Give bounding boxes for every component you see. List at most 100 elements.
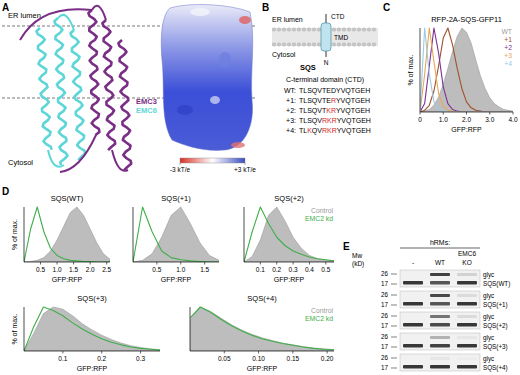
lipid-head	[277, 43, 281, 47]
title: SQS(+1)	[161, 194, 191, 203]
band	[403, 365, 423, 369]
y-axis	[24, 207, 25, 262]
mw-marker: 17	[381, 322, 389, 329]
x-tick-label: 0.20	[321, 355, 334, 362]
x-tick	[420, 112, 421, 115]
x-tick-label: 3.0	[485, 116, 494, 123]
mw-tick	[391, 316, 397, 317]
lipid-head	[302, 43, 306, 47]
x-tick-label: 2.5	[102, 266, 111, 273]
y-axis	[133, 207, 134, 262]
sequence: TLSQVTEDYVQTGEH	[299, 87, 370, 95]
lane-label: WT	[435, 259, 445, 266]
x-tick	[62, 351, 63, 354]
mw-marker: 26	[381, 354, 389, 361]
x-tick	[224, 351, 225, 354]
band	[457, 323, 477, 327]
glyc-band	[457, 315, 477, 318]
x-tick	[40, 262, 41, 265]
band	[457, 344, 477, 348]
mw-tick	[391, 274, 397, 275]
x-tick-label: 1.0	[439, 116, 448, 123]
x-label: GFP:RFP	[52, 276, 83, 283]
lipid-head	[277, 28, 281, 32]
lipid-head	[372, 28, 376, 32]
band-label: glyc	[483, 292, 494, 300]
x-axis	[133, 262, 219, 263]
title: RFP-2A-SQS-GFP11	[431, 15, 502, 24]
lipid-head	[372, 43, 376, 47]
blot	[400, 354, 480, 371]
plot-area	[24, 207, 110, 262]
lipid-head	[347, 28, 351, 32]
x-tick	[180, 262, 181, 265]
line	[420, 28, 513, 112]
label: CTD	[331, 13, 345, 20]
mw-tick	[391, 368, 397, 369]
line	[420, 28, 513, 112]
line	[420, 28, 513, 112]
label: TMD	[334, 34, 348, 41]
figure: ABCDEER lumenCytosolEMC3EMC6-3 kT/e+3 kT…	[0, 0, 520, 375]
x-tick	[140, 351, 141, 354]
x-axis	[190, 351, 334, 352]
mw-marker: 26	[381, 312, 389, 319]
plot-area	[133, 207, 219, 262]
x-label: GFP:RFP	[161, 276, 192, 283]
x-tick	[73, 262, 74, 265]
blot-label: SQS(+3)	[483, 343, 508, 351]
helix	[88, 10, 99, 135]
header-rule	[400, 248, 480, 249]
glyc-band	[457, 336, 477, 339]
title: SQS(+4)	[247, 294, 277, 303]
label: +2:	[286, 107, 296, 114]
label: EMC3	[136, 97, 157, 106]
mw-marker: 26	[381, 333, 389, 340]
lipid-head	[287, 43, 291, 47]
panel-letter: D	[2, 186, 9, 197]
legend-entry: +3	[504, 52, 512, 59]
lipid-head	[347, 43, 351, 47]
band	[457, 302, 477, 306]
area	[190, 307, 334, 351]
band	[430, 365, 450, 369]
sequence: TLSQVTERYVQTGEH	[299, 97, 370, 105]
x-tick	[258, 351, 259, 354]
line	[24, 207, 110, 262]
helix	[118, 40, 131, 170]
area	[420, 28, 513, 112]
blot-label: SQS(+2)	[483, 322, 508, 330]
x-label: GFP:RFP	[247, 365, 278, 372]
lipid-head	[367, 43, 371, 47]
blot-label: SQS(WT)	[483, 280, 510, 288]
lipid-head	[337, 43, 341, 47]
legend-entry: EMC2 kd	[305, 215, 333, 222]
x-tick-label: 0.10	[252, 355, 265, 362]
x-tick	[325, 262, 326, 265]
band	[430, 302, 450, 306]
band-label: glyc	[483, 313, 494, 321]
glyc-band	[430, 273, 450, 276]
x-axis	[24, 262, 110, 263]
loop	[48, 15, 74, 167]
legend-entry: Control	[311, 307, 333, 314]
x-tick	[260, 262, 261, 265]
x-tick	[204, 262, 205, 265]
lipid-head	[297, 43, 301, 47]
mw-marker: 17	[381, 343, 389, 350]
plot-area	[24, 307, 160, 351]
x-tick-label: 1.0	[53, 266, 62, 273]
legend-entry: EMC2 kd	[305, 315, 333, 322]
line	[420, 28, 513, 112]
glyc-band	[430, 315, 450, 318]
glyc-band	[430, 357, 450, 360]
glyc-band	[430, 336, 450, 339]
label: N	[324, 59, 329, 66]
panel-letter: B	[262, 2, 269, 13]
surface-patch	[219, 52, 231, 68]
mw-tick	[391, 295, 397, 296]
x-tick	[156, 262, 157, 265]
loop	[20, 6, 128, 172]
lipid-head	[312, 28, 316, 32]
colorbar-tick	[245, 163, 246, 165]
